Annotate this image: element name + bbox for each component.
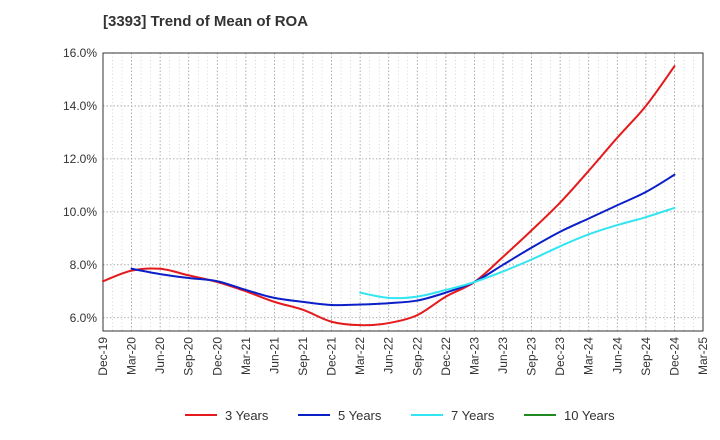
x-tick-label: Dec-24 (667, 337, 681, 376)
x-axis-ticks: Dec-19 Mar-20 Jun-20 Sep-20 Dec-20 Mar-21 Jun-… (96, 337, 710, 376)
x-tick-label: Dec-23 (553, 337, 567, 376)
legend: 3 Years 5 Years 7 Years 10 Years (185, 408, 615, 423)
x-tick-label: Sep-21 (296, 337, 310, 376)
y-tick-label: 8.0% (70, 258, 98, 272)
legend-label: 5 Years (338, 408, 382, 423)
x-tick-label: Sep-24 (639, 337, 653, 376)
y-tick-label: 12.0% (63, 152, 97, 166)
plot-area (102, 52, 704, 332)
x-tick-label: Sep-23 (525, 337, 539, 376)
series-line-3-years (102, 65, 676, 327)
legend-label: 7 Years (451, 408, 495, 423)
y-axis-ticks: 6.0% 8.0% 10.0% 12.0% 14.0% 16.0% (63, 46, 97, 325)
legend-label: 10 Years (564, 408, 615, 423)
y-tick-label: 6.0% (70, 311, 98, 325)
x-tick-label: Sep-20 (182, 337, 196, 376)
series-line-5-years (130, 173, 676, 307)
y-tick-label: 10.0% (63, 205, 97, 219)
x-tick-label: Mar-25 (696, 337, 710, 375)
x-tick-label: Mar-22 (353, 337, 367, 375)
legend-label: 3 Years (225, 408, 269, 423)
x-tick-label: Jun-20 (153, 337, 167, 374)
x-tick-label: Mar-20 (125, 337, 139, 375)
x-tick-label: Dec-20 (210, 337, 224, 376)
x-tick-label: Mar-24 (582, 337, 596, 375)
x-tick-label: Mar-23 (467, 337, 481, 375)
grid-lines (103, 52, 703, 331)
x-tick-label: Dec-19 (96, 337, 110, 376)
x-tick-label: Dec-21 (325, 337, 339, 376)
x-tick-label: Jun-24 (610, 337, 624, 374)
chart-title: [3393] Trend of Mean of ROA (103, 13, 308, 30)
series-line-7-years (359, 206, 676, 300)
x-tick-label: Sep-22 (410, 337, 424, 376)
series-lines (102, 65, 676, 327)
x-tick-label: Jun-21 (267, 337, 281, 374)
x-tick-label: Dec-22 (439, 337, 453, 376)
x-tick-label: Jun-22 (382, 337, 396, 374)
y-tick-label: 16.0% (63, 46, 97, 60)
x-tick-label: Jun-23 (496, 337, 510, 374)
x-tick-label: Mar-21 (239, 337, 253, 375)
y-tick-label: 14.0% (63, 99, 97, 113)
